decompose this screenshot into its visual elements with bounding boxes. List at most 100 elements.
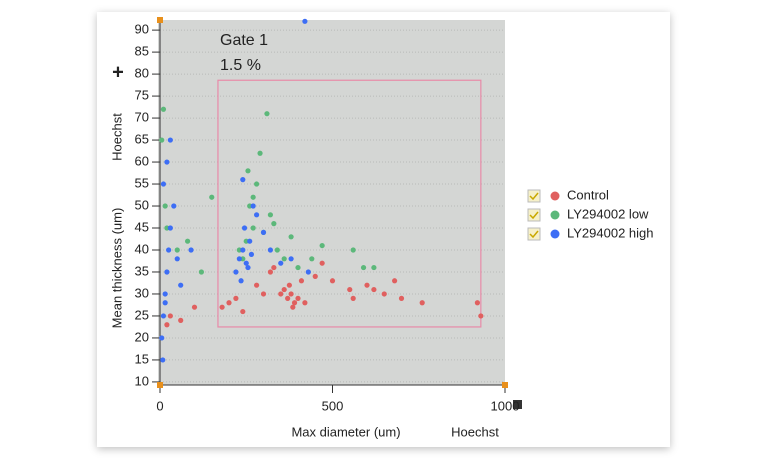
x-tick-label: 500 (322, 398, 344, 413)
point (364, 282, 370, 288)
x-tick-label: 0 (156, 398, 163, 413)
point (188, 247, 194, 253)
point (245, 168, 251, 174)
point (254, 282, 260, 288)
point (160, 357, 166, 363)
x-tick-label: 1000 (491, 398, 520, 413)
point (198, 269, 204, 275)
plot-area (158, 20, 505, 385)
point (288, 234, 294, 240)
point (298, 278, 305, 284)
resize-icon[interactable] (513, 400, 522, 409)
point (240, 177, 246, 183)
legend-checkbox[interactable] (527, 189, 541, 203)
point (191, 304, 198, 310)
legend-checkbox[interactable] (527, 227, 541, 241)
legend-label: LY294002 high (567, 225, 654, 240)
point (271, 264, 277, 271)
point (178, 317, 184, 323)
axis-corner (502, 382, 508, 388)
point (271, 221, 277, 227)
point (160, 181, 167, 187)
point (267, 269, 273, 275)
point (162, 300, 168, 306)
point (243, 260, 249, 266)
legend-check (529, 230, 539, 239)
point (371, 264, 377, 271)
point (254, 181, 260, 187)
point (291, 300, 298, 306)
point (350, 295, 356, 301)
point (245, 264, 251, 271)
point (398, 295, 405, 301)
point (260, 229, 267, 236)
y-tick-label: 20 (135, 329, 149, 344)
point (250, 225, 256, 231)
gate (217, 79, 482, 328)
y-tick-label: 60 (135, 153, 149, 168)
point (419, 300, 425, 306)
point (305, 269, 311, 275)
point (236, 256, 242, 262)
point (319, 242, 325, 249)
point (281, 286, 287, 293)
point (381, 291, 387, 297)
point (248, 251, 255, 257)
point (302, 300, 308, 306)
point (267, 247, 273, 253)
y-axis-label-2: Hoechst (109, 113, 124, 161)
point (171, 203, 177, 209)
point (164, 269, 170, 275)
point (238, 278, 244, 284)
point (174, 247, 180, 253)
point (347, 286, 353, 293)
y-tick-label: 40 (135, 241, 149, 256)
y-tick-label: 35 (135, 263, 149, 278)
point (257, 150, 263, 156)
point (312, 273, 318, 279)
point (209, 194, 215, 200)
x-axis-label: Max diameter (um) (291, 424, 400, 439)
legend-label: LY294002 low (567, 206, 649, 221)
legend-check (529, 211, 539, 220)
point (167, 313, 173, 319)
point (250, 194, 256, 200)
point (295, 295, 301, 301)
point (278, 291, 284, 297)
point (254, 212, 260, 218)
point (286, 282, 292, 288)
point (309, 256, 315, 262)
legend-marker (550, 210, 560, 220)
point (247, 238, 253, 244)
point (288, 256, 294, 262)
y-tick-label: 65 (135, 131, 149, 146)
y-tick-label: 90 (135, 22, 149, 37)
y-tick-label: 10 (135, 373, 149, 388)
point (240, 247, 246, 253)
point (174, 256, 180, 262)
point (164, 159, 170, 165)
point (392, 278, 398, 284)
point (290, 304, 296, 310)
point (166, 247, 172, 253)
legend-checkbox[interactable] (527, 208, 541, 222)
point (288, 291, 294, 297)
legend-marker (550, 229, 560, 239)
point (295, 264, 301, 271)
point (274, 247, 280, 253)
point (281, 256, 287, 262)
point (350, 247, 356, 253)
point (329, 278, 336, 284)
point (164, 322, 170, 328)
x-axis-label-2: Hoechst (451, 424, 499, 439)
y-tick-label: 70 (135, 110, 149, 125)
point (160, 106, 167, 112)
point (260, 291, 267, 297)
point (178, 282, 184, 288)
point (233, 269, 239, 275)
point (162, 203, 168, 209)
y-tick-label: 30 (135, 285, 149, 300)
point (319, 260, 325, 266)
point (241, 225, 248, 231)
